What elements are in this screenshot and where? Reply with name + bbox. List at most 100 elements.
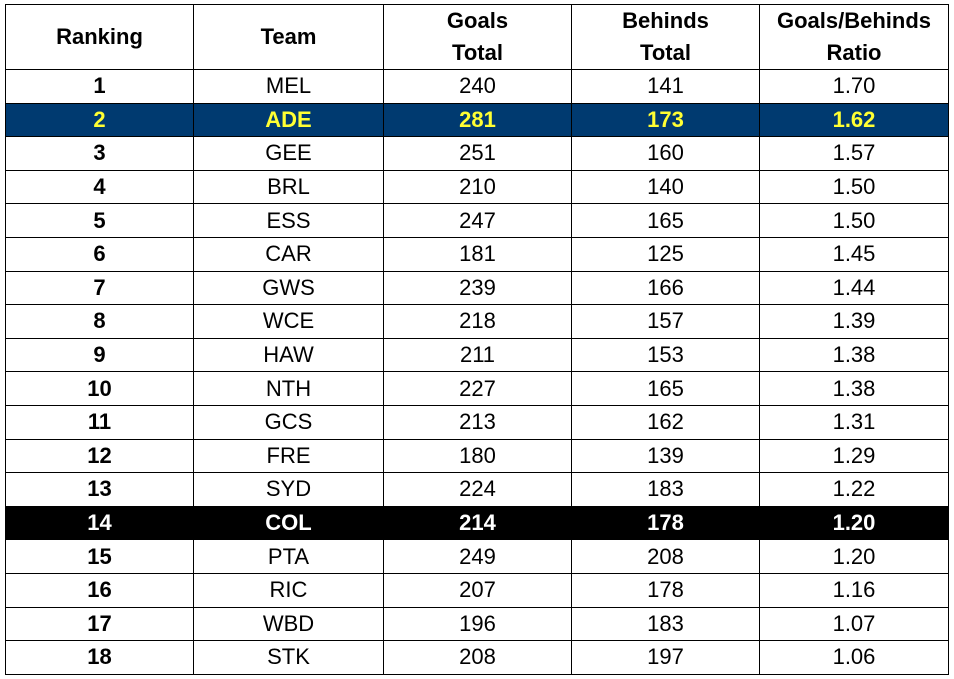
cell-ranking: 9 <box>5 337 194 373</box>
cell-behinds-total: 165 <box>571 371 760 406</box>
table-row: 3 GEE 251 160 1.57 <box>5 136 949 171</box>
cell-team: PTA <box>193 539 384 574</box>
cell-behinds-total: 166 <box>571 270 760 306</box>
cell-ratio: 1.20 <box>759 505 949 541</box>
header-row: Ranking Team Goals Total Behinds Total G… <box>5 4 949 70</box>
table-row: 2 ADE 281 173 1.62 <box>5 102 949 138</box>
cell-team: FRE <box>193 438 384 474</box>
cell-ratio: 1.20 <box>759 539 949 574</box>
cell-goals-total: 208 <box>383 640 572 675</box>
header-ratio-line2: Ratio <box>826 40 882 65</box>
cell-goals-total: 251 <box>383 136 572 171</box>
cell-behinds-total: 208 <box>571 539 760 574</box>
cell-ratio: 1.39 <box>759 304 949 339</box>
cell-team: CAR <box>193 236 384 272</box>
table-row: 15 PTA 249 208 1.20 <box>5 539 949 574</box>
cell-team: ADE <box>193 102 384 138</box>
cell-goals-total: 181 <box>383 236 572 272</box>
cell-goals-total: 210 <box>383 169 572 205</box>
cell-ratio: 1.50 <box>759 203 949 238</box>
cell-ratio: 1.22 <box>759 472 949 507</box>
cell-team: GWS <box>193 270 384 306</box>
cell-behinds-total: 165 <box>571 203 760 238</box>
cell-behinds-total: 125 <box>571 236 760 272</box>
table-row: 8 WCE 218 157 1.39 <box>5 304 949 339</box>
cell-ratio: 1.45 <box>759 236 949 272</box>
cell-ratio: 1.31 <box>759 404 949 440</box>
cell-team: WBD <box>193 606 384 642</box>
cell-ranking: 15 <box>5 539 194 574</box>
cell-goals-total: 207 <box>383 572 572 608</box>
cell-goals-total: 249 <box>383 539 572 574</box>
cell-behinds-total: 178 <box>571 572 760 608</box>
cell-ratio: 1.57 <box>759 136 949 171</box>
cell-team: RIC <box>193 572 384 608</box>
cell-goals-total: 281 <box>383 102 572 138</box>
cell-goals-total: 247 <box>383 203 572 238</box>
table-row: 6 CAR 181 125 1.45 <box>5 236 949 272</box>
cell-ranking: 10 <box>5 371 194 406</box>
table-row: 18 STK 208 197 1.06 <box>5 640 949 675</box>
table-row: 12 FRE 180 139 1.29 <box>5 438 949 474</box>
table-body: 1 MEL 240 141 1.70 2 ADE 281 173 1.62 3 GEE 251 160 1.… <box>5 69 949 675</box>
cell-team: GEE <box>193 136 384 171</box>
cell-behinds-total: 197 <box>571 640 760 675</box>
header-behinds-total: Behinds Total <box>571 4 760 70</box>
cell-ratio: 1.38 <box>759 337 949 373</box>
table-row: 4 BRL 210 140 1.50 <box>5 169 949 205</box>
cell-ranking: 2 <box>5 102 194 138</box>
header-team: Team <box>193 4 384 70</box>
cell-goals-total: 224 <box>383 472 572 507</box>
cell-ranking: 18 <box>5 640 194 675</box>
cell-team: BRL <box>193 169 384 205</box>
cell-ranking: 3 <box>5 136 194 171</box>
table-row: 17 WBD 196 183 1.07 <box>5 606 949 642</box>
header-goals-line2: Total <box>452 40 503 65</box>
cell-goals-total: 214 <box>383 505 572 541</box>
goals-behinds-table: Ranking Team Goals Total Behinds Total G… <box>5 4 949 675</box>
cell-ranking: 8 <box>5 304 194 339</box>
cell-behinds-total: 157 <box>571 304 760 339</box>
cell-team: HAW <box>193 337 384 373</box>
cell-behinds-total: 160 <box>571 136 760 171</box>
header-ratio-line1: Goals/Behinds <box>776 8 932 33</box>
table-row: 1 MEL 240 141 1.70 <box>5 69 949 104</box>
cell-team: STK <box>193 640 384 675</box>
cell-behinds-total: 173 <box>571 102 760 138</box>
header-ranking-label: Ranking <box>56 24 143 49</box>
table-row: 10 NTH 227 165 1.38 <box>5 371 949 406</box>
cell-team: NTH <box>193 371 384 406</box>
cell-behinds-total: 153 <box>571 337 760 373</box>
table-header: Ranking Team Goals Total Behinds Total G… <box>5 4 949 70</box>
cell-goals-total: 239 <box>383 270 572 306</box>
cell-ratio: 1.07 <box>759 606 949 642</box>
cell-behinds-total: 183 <box>571 606 760 642</box>
cell-ranking: 4 <box>5 169 194 205</box>
cell-ratio: 1.38 <box>759 371 949 406</box>
header-goals-total: Goals Total <box>383 4 572 70</box>
header-ranking: Ranking <box>5 4 194 70</box>
cell-ranking: 6 <box>5 236 194 272</box>
cell-team: WCE <box>193 304 384 339</box>
cell-goals-total: 240 <box>383 69 572 104</box>
cell-behinds-total: 140 <box>571 169 760 205</box>
header-behinds-line1: Behinds <box>622 8 709 33</box>
cell-ranking: 7 <box>5 270 194 306</box>
cell-goals-total: 211 <box>383 337 572 373</box>
cell-ranking: 14 <box>5 505 194 541</box>
header-team-label: Team <box>260 24 317 49</box>
cell-team: MEL <box>193 69 384 104</box>
cell-ranking: 16 <box>5 572 194 608</box>
cell-ratio: 1.50 <box>759 169 949 205</box>
table-row: 16 RIC 207 178 1.16 <box>5 572 949 608</box>
cell-team: SYD <box>193 472 384 507</box>
cell-ratio: 1.44 <box>759 270 949 306</box>
cell-ranking: 5 <box>5 203 194 238</box>
cell-goals-total: 227 <box>383 371 572 406</box>
cell-goals-total: 213 <box>383 404 572 440</box>
cell-ranking: 13 <box>5 472 194 507</box>
cell-team: GCS <box>193 404 384 440</box>
cell-ratio: 1.29 <box>759 438 949 474</box>
cell-behinds-total: 141 <box>571 69 760 104</box>
cell-ratio: 1.70 <box>759 69 949 104</box>
